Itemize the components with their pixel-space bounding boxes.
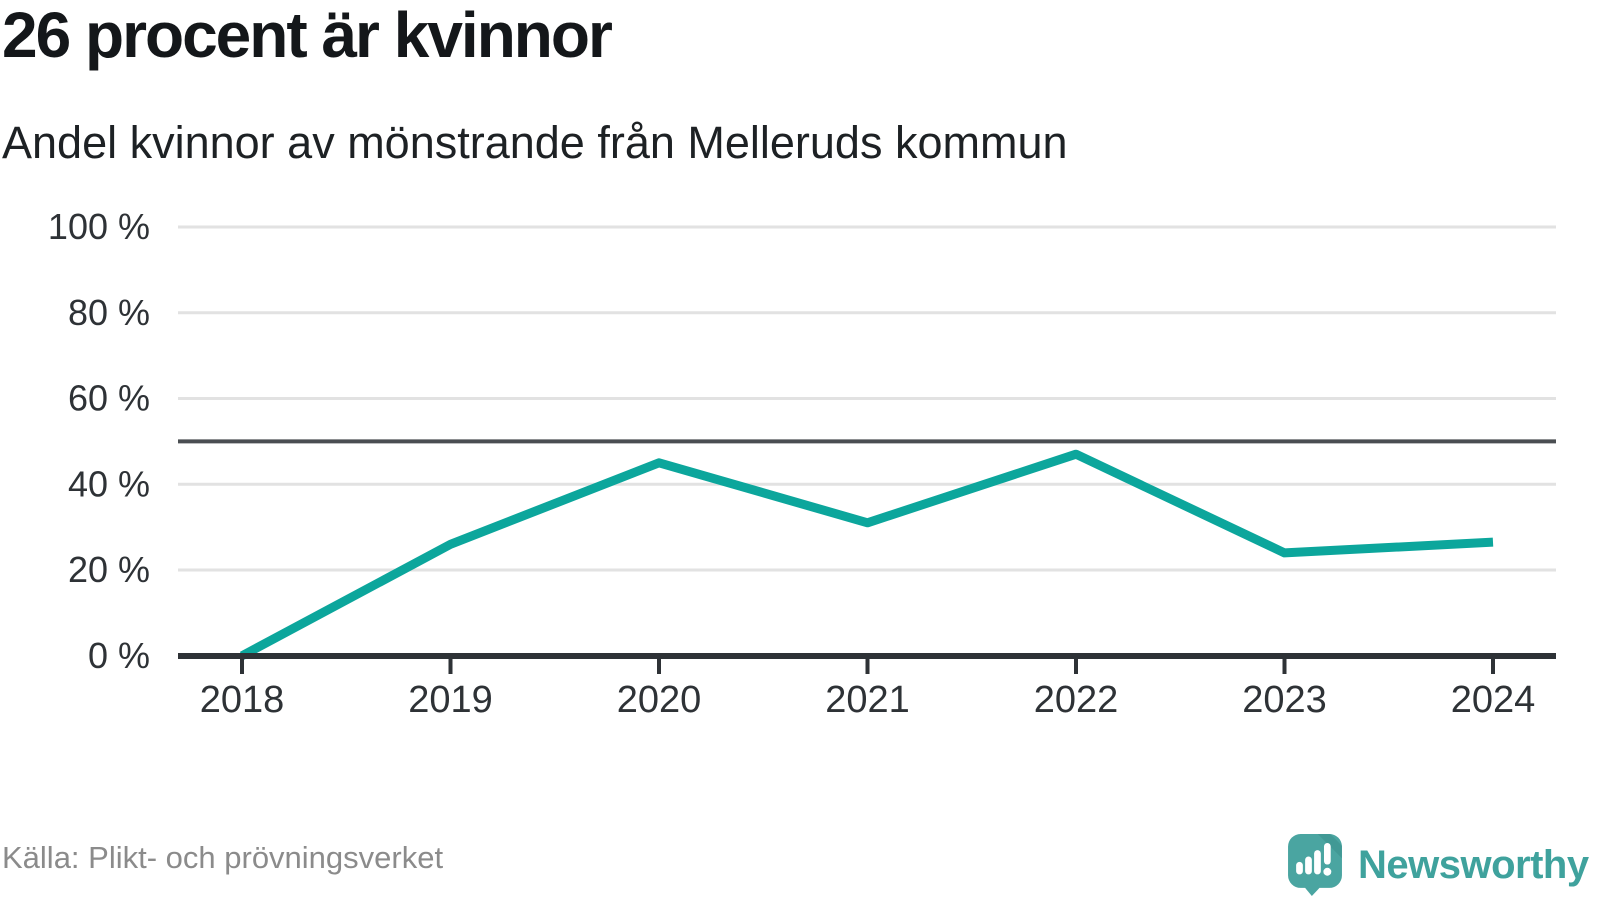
x-axis-label-2022: 2022 — [1034, 679, 1119, 721]
line-chart: 0 % 20 % 40 % 60 % 80 % 100 % 2018 2019 2020 2021… — [48, 206, 1556, 721]
brand-wordmark: Newsworthy — [1358, 843, 1589, 887]
y-axis-label-20: 20 % — [68, 549, 150, 590]
data-line-share-women — [239, 449, 1494, 660]
newsworthy-logo: Newsworthy — [1288, 834, 1589, 896]
source-note: Källa: Plikt- och prövningsverket — [2, 840, 444, 875]
y-axis-label-60: 60 % — [68, 378, 150, 419]
y-axis-label-0: 0 % — [88, 635, 150, 676]
y-axis-label-80: 80 % — [68, 292, 150, 333]
x-axis-label-2024: 2024 — [1451, 679, 1536, 721]
x-axis-label-2023: 2023 — [1242, 679, 1327, 721]
y-axis-label-40: 40 % — [68, 463, 150, 504]
x-axis-label-2021: 2021 — [825, 679, 910, 721]
chart-title: 26 procent är kvinnor — [2, 0, 613, 71]
x-axis-label-2020: 2020 — [617, 679, 702, 721]
newsworthy-speech-bubble-icon — [1288, 834, 1342, 896]
x-axis-label-2019: 2019 — [408, 679, 493, 721]
chart-subtitle: Andel kvinnor av mönstrande från Melleru… — [2, 117, 1068, 168]
x-axis-label-2018: 2018 — [200, 679, 285, 721]
y-axis-label-100: 100 % — [48, 206, 150, 247]
